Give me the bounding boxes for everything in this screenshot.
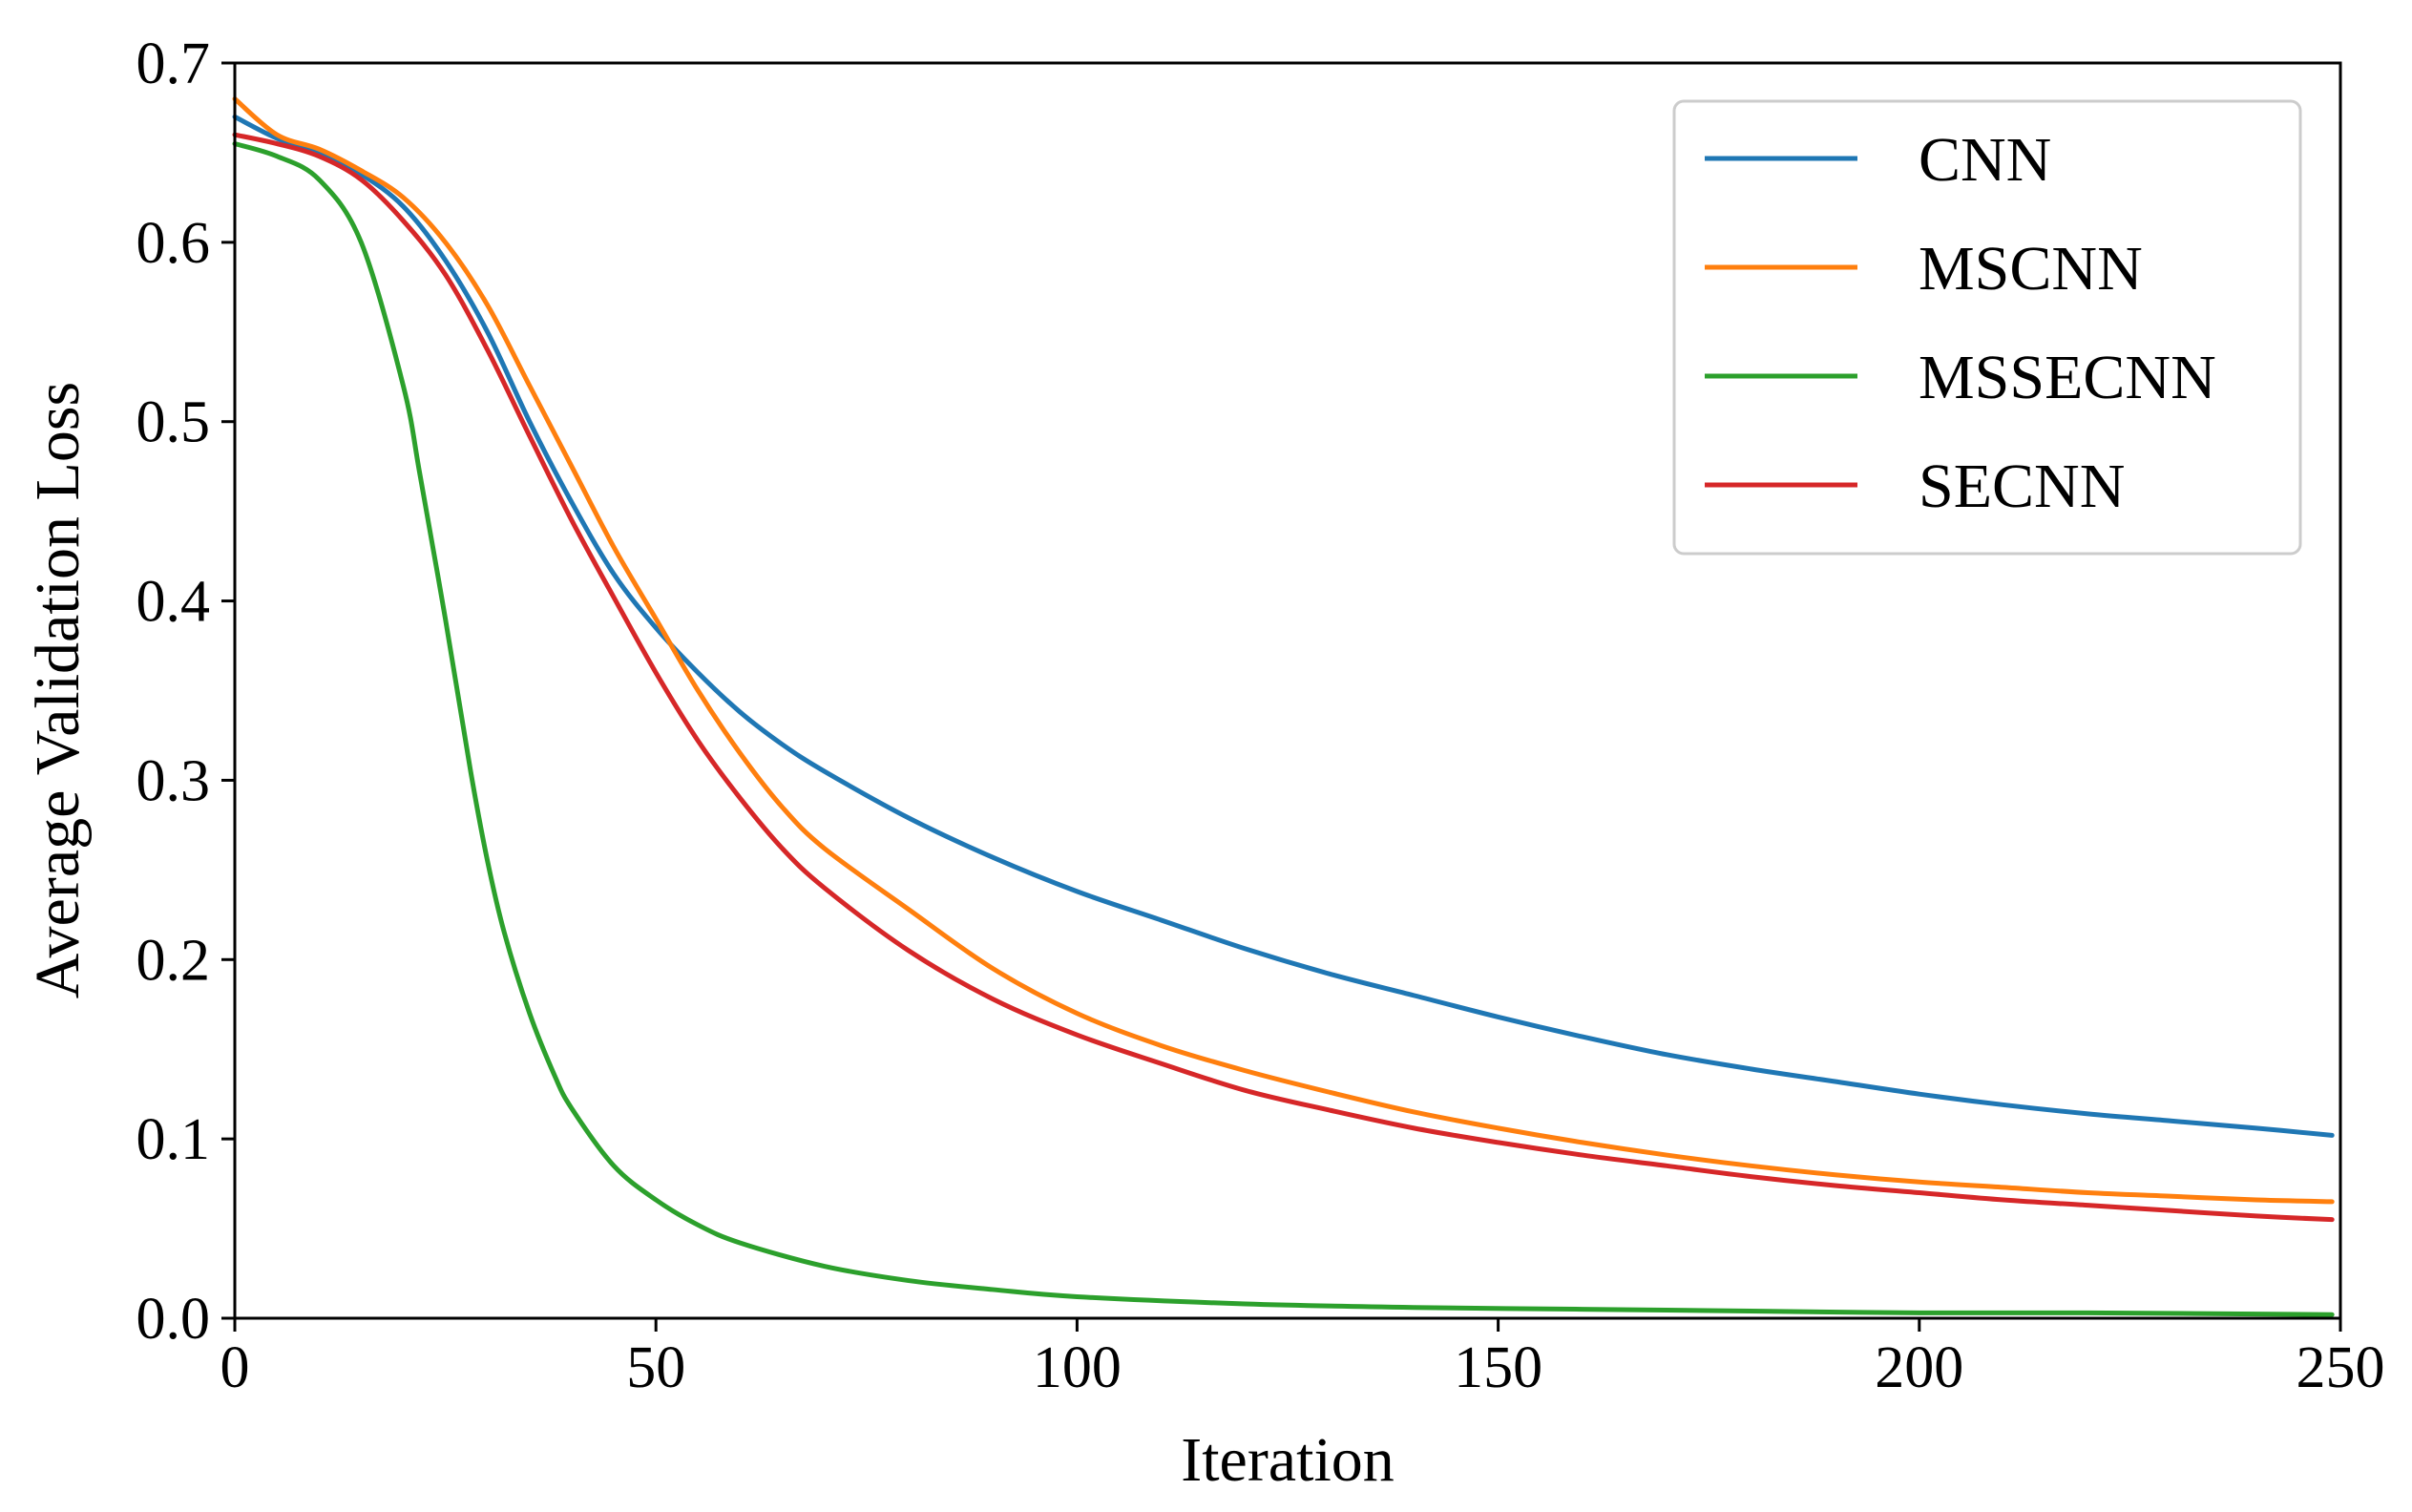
y-tick-label: 0.5 — [136, 390, 211, 455]
y-tick-label: 0.1 — [136, 1107, 211, 1172]
plot-frame — [233, 61, 2342, 1320]
series-line-mscnn — [232, 96, 2335, 1205]
x-tick-label: 150 — [1454, 1335, 1542, 1400]
x-tick-label: 250 — [2297, 1335, 2385, 1400]
x-tick-label: 100 — [1033, 1335, 1122, 1400]
x-axis: 0 50 100 150 200 250 — [220, 1318, 2385, 1400]
legend: CNN MSCNN MSSECNN SECNN — [1672, 99, 2302, 556]
legend-label-cnn: CNN — [1919, 125, 2051, 195]
y-tick-label: 0.3 — [136, 748, 211, 813]
y-tick-label: 0.0 — [136, 1287, 211, 1352]
x-tick-label: 0 — [220, 1335, 250, 1400]
x-axis-title: Iteration — [1181, 1425, 1395, 1495]
series-line-mssecnn — [232, 141, 2335, 1317]
legend-label-mssecnn: MSSECNN — [1919, 343, 2216, 412]
legend-label-secnn: SECNN — [1919, 452, 2125, 521]
series-line-cnn — [232, 114, 2335, 1138]
legend-frame — [1672, 99, 2302, 556]
legend-label-mscnn: MSCNN — [1919, 234, 2143, 304]
series-line-secnn — [232, 132, 2335, 1223]
y-tick-label: 0.4 — [136, 570, 211, 635]
y-axis-title: Average Validation Loss — [23, 382, 93, 998]
y-tick-label: 0.2 — [136, 928, 211, 993]
series-layer — [232, 96, 2335, 1317]
y-tick-label: 0.6 — [136, 211, 211, 276]
y-tick-label: 0.7 — [136, 32, 211, 96]
x-tick-label: 50 — [626, 1335, 685, 1400]
y-axis: 0.0 0.1 0.2 0.3 0.4 0.5 0.6 0.7 — [136, 32, 235, 1352]
x-tick-label: 200 — [1875, 1335, 1963, 1400]
